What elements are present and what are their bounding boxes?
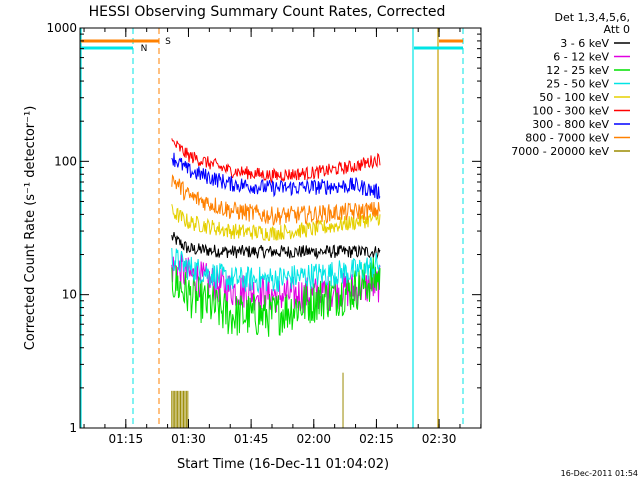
series-100-300-kev xyxy=(171,138,381,185)
x-tick-label: 01:30 xyxy=(171,432,206,446)
axis-layer: 1 10 100 1000 01:15 01:30 01:45 02:00 02:15 02:30 xyxy=(46,21,482,446)
legend-header: Att 0 xyxy=(604,23,630,36)
series-3-6-kev xyxy=(171,232,381,260)
x-tick-label: 02:00 xyxy=(296,432,331,446)
legend-label: 100 - 300 keV xyxy=(532,105,609,118)
series-800-7000-kev xyxy=(171,174,381,227)
y-tick-label: 100 xyxy=(54,154,77,168)
y-tick-label: 1 xyxy=(69,421,77,435)
legend-header: Det 1,3,4,5,6, xyxy=(554,11,630,24)
legend-label: 3 - 6 keV xyxy=(560,37,609,50)
x-tick-label: 02:15 xyxy=(359,432,394,446)
series-25-50-kev xyxy=(171,247,381,294)
x-tick-label: 02:30 xyxy=(422,432,457,446)
x-axis-label: Start Time (16-Dec-11 01:04:02) xyxy=(177,457,389,472)
legend-label: 25 - 50 keV xyxy=(546,78,609,91)
legend-label: 800 - 7000 keV xyxy=(525,132,609,145)
saa-marker-label: S xyxy=(165,37,171,47)
plot-frame xyxy=(79,27,482,429)
series-300-800-kev xyxy=(171,152,381,200)
legend-label: 6 - 12 keV xyxy=(553,51,609,64)
chart-title: HESSI Observing Summary Count Rates, Cor… xyxy=(89,4,446,20)
night-marker-label: N xyxy=(141,44,148,54)
y-tick-label: 1000 xyxy=(46,21,77,35)
legend-label: 12 - 25 keV xyxy=(546,64,609,77)
series-50-100-kev xyxy=(171,204,381,242)
series-7000-20000-kev xyxy=(171,372,344,428)
legend-label: 7000 - 20000 keV xyxy=(511,145,609,158)
data-layer: NS xyxy=(80,28,464,428)
y-tick-label: 10 xyxy=(62,288,77,302)
legend-label: 300 - 800 keV xyxy=(532,118,609,131)
x-tick-label: 01:15 xyxy=(109,432,144,446)
legend-label: 50 - 100 keV xyxy=(539,91,609,104)
series-12-25-kev xyxy=(171,257,381,337)
y-axis-label: Corrected Count Rate (s⁻¹ detector⁻¹) xyxy=(23,106,38,351)
footer-timestamp: 16-Dec-2011 01:54 xyxy=(561,469,638,478)
x-tick-label: 01:45 xyxy=(234,432,269,446)
